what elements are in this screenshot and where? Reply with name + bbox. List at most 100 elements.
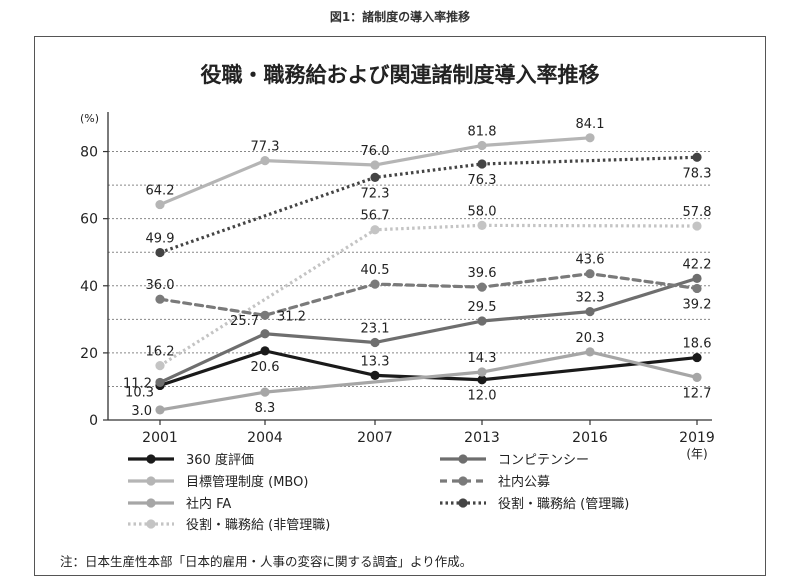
chart-frame bbox=[34, 36, 766, 576]
data-label: 42.2 bbox=[683, 257, 712, 272]
data-label: 13.3 bbox=[361, 354, 390, 369]
chart-title: 役職・職務給および関連諸制度導入率推移 bbox=[201, 63, 600, 87]
data-point-4 bbox=[155, 377, 165, 388]
data-point-1 bbox=[260, 156, 270, 166]
data-point-3 bbox=[155, 361, 165, 371]
data-label: 16.2 bbox=[146, 345, 175, 360]
data-label: 76.0 bbox=[361, 144, 390, 159]
data-label: 23.1 bbox=[361, 321, 390, 336]
legend-marker-4 bbox=[458, 454, 468, 464]
data-label: 56.7 bbox=[361, 209, 390, 224]
figure-caption: 図1：諸制度の導入率推移 bbox=[329, 10, 471, 24]
series-line-0 bbox=[158, 349, 699, 388]
data-point-3 bbox=[692, 221, 702, 231]
data-label: 84.1 bbox=[576, 117, 605, 132]
data-point-2 bbox=[585, 347, 595, 357]
data-label: 77.3 bbox=[251, 140, 280, 155]
data-label: 18.6 bbox=[683, 337, 712, 352]
data-point-1 bbox=[585, 133, 595, 143]
data-label: 64.2 bbox=[146, 184, 175, 199]
data-label: 14.3 bbox=[468, 351, 497, 366]
series-line-5 bbox=[158, 272, 699, 317]
legend-label: 役割・職務給 (非管理職) bbox=[186, 517, 330, 533]
data-point-2 bbox=[155, 405, 165, 415]
data-point-1 bbox=[155, 199, 165, 210]
data-point-0 bbox=[260, 346, 270, 356]
legend-label: 社内 FA bbox=[186, 496, 231, 512]
y-tick-label: 20 bbox=[80, 346, 98, 362]
data-label: 32.3 bbox=[576, 291, 605, 306]
data-point-4 bbox=[260, 329, 270, 339]
data-label: 29.5 bbox=[468, 300, 497, 315]
data-point-2 bbox=[260, 387, 270, 397]
data-label: 58.0 bbox=[468, 204, 497, 219]
data-point-1 bbox=[370, 160, 380, 170]
data-label: 39.6 bbox=[468, 266, 497, 281]
data-label: 20.6 bbox=[251, 360, 280, 375]
x-tick-label: 2016 bbox=[572, 430, 608, 446]
legend-label: 役割・職務給 (管理職) bbox=[498, 496, 629, 512]
data-point-5 bbox=[370, 279, 380, 289]
data-point-2 bbox=[692, 372, 702, 382]
legend-marker-3 bbox=[146, 519, 156, 529]
data-point-5 bbox=[692, 283, 702, 294]
data-point-6 bbox=[155, 247, 165, 258]
data-label: 10.3 bbox=[125, 385, 154, 400]
data-label: 43.6 bbox=[576, 253, 605, 268]
x-tick-label: 2004 bbox=[247, 430, 283, 446]
data-label: 49.9 bbox=[146, 232, 175, 247]
data-point-4 bbox=[585, 307, 595, 317]
data-point-5 bbox=[585, 269, 595, 279]
legend-marker-1 bbox=[146, 476, 156, 486]
source-note: 注：日本生産性本部「日本的雇用・人事の変容に関する調査」より作成。 bbox=[60, 554, 472, 569]
data-label: 31.2 bbox=[277, 309, 306, 324]
data-label: 3.0 bbox=[131, 404, 152, 419]
data-label: 12.0 bbox=[468, 389, 497, 404]
data-point-4 bbox=[477, 316, 487, 326]
data-point-0 bbox=[477, 375, 487, 385]
legend-marker-2 bbox=[146, 498, 156, 508]
legend-label: 目標管理制度 (MBO) bbox=[186, 474, 308, 490]
data-label: 12.7 bbox=[683, 386, 712, 401]
data-label: 78.3 bbox=[683, 166, 712, 181]
y-tick-label: 0 bbox=[89, 413, 98, 429]
data-point-4 bbox=[370, 337, 380, 348]
data-label: 40.5 bbox=[361, 263, 390, 278]
legend-marker-6 bbox=[458, 498, 468, 508]
data-label: 36.0 bbox=[146, 278, 175, 293]
y-tick-label: 40 bbox=[80, 279, 98, 295]
data-label: 76.3 bbox=[468, 173, 497, 188]
legend-marker-0 bbox=[146, 454, 156, 464]
y-tick-label: 80 bbox=[80, 145, 98, 161]
legend-label: 360 度評価 bbox=[186, 452, 254, 468]
legend-marker-5 bbox=[458, 476, 468, 486]
data-point-6 bbox=[370, 172, 380, 182]
data-label: 72.3 bbox=[361, 186, 390, 201]
x-tick-label: 2007 bbox=[357, 430, 393, 446]
y-unit-label: (%) bbox=[80, 112, 99, 125]
series-line-3 bbox=[159, 223, 698, 367]
data-label: 57.8 bbox=[683, 205, 712, 220]
data-label: 20.3 bbox=[576, 331, 605, 346]
data-point-3 bbox=[370, 225, 380, 235]
series-line-4 bbox=[158, 276, 699, 385]
data-point-4 bbox=[692, 273, 702, 283]
data-point-5 bbox=[260, 310, 270, 320]
x-tick-label: 2019 bbox=[679, 430, 715, 446]
data-label: 39.2 bbox=[683, 297, 712, 312]
legend-label: コンピテンシー bbox=[498, 453, 589, 468]
x-tick-label: 2001 bbox=[142, 430, 178, 446]
data-label: 8.3 bbox=[255, 401, 276, 416]
data-point-6 bbox=[477, 159, 487, 169]
data-point-0 bbox=[692, 352, 702, 363]
x-unit-label: (年) bbox=[686, 447, 707, 461]
data-point-6 bbox=[692, 152, 702, 162]
data-point-5 bbox=[477, 282, 487, 292]
y-tick-label: 60 bbox=[80, 212, 98, 228]
legend-label: 社内公募 bbox=[498, 474, 550, 490]
data-point-2 bbox=[477, 367, 487, 377]
data-point-1 bbox=[477, 140, 487, 151]
series-line-6 bbox=[159, 155, 698, 255]
x-tick-label: 2013 bbox=[464, 430, 500, 446]
